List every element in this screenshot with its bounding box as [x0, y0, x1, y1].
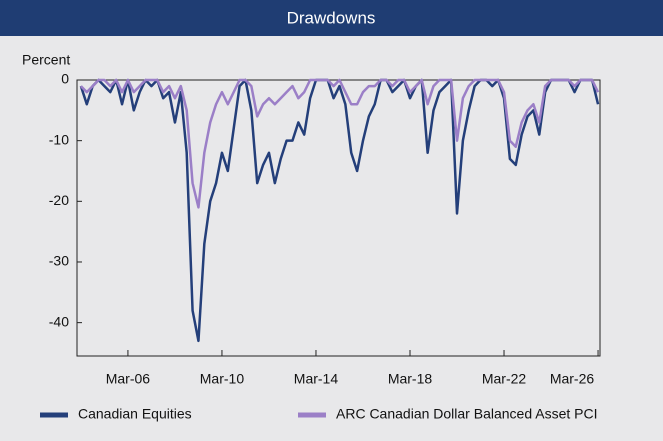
x-tick-label: Mar-14	[294, 371, 339, 387]
legend-label: Canadian Equities	[78, 406, 192, 422]
y-tick-label: 0	[61, 71, 69, 87]
y-tick-label: -30	[49, 253, 69, 269]
title-bar	[0, 0, 663, 36]
y-tick-label: -20	[49, 192, 69, 208]
x-tick-label: Mar-06	[106, 371, 151, 387]
series-line	[80, 78, 600, 209]
x-tick-label: Mar-18	[388, 371, 433, 387]
plot-area	[76, 79, 601, 357]
series-line	[79, 78, 600, 343]
x-tick-label: Mar-26	[550, 371, 595, 387]
legend-label: ARC Canadian Dollar Balanced Asset PCI	[336, 406, 597, 422]
y-tick-label: -40	[49, 313, 69, 329]
x-tick-label: Mar-22	[482, 371, 527, 387]
x-tick-label: Mar-10	[200, 371, 245, 387]
y-tick-label: -10	[49, 131, 69, 147]
y-axis-label: Percent	[22, 52, 70, 68]
chart-title: Drawdowns	[287, 8, 376, 27]
